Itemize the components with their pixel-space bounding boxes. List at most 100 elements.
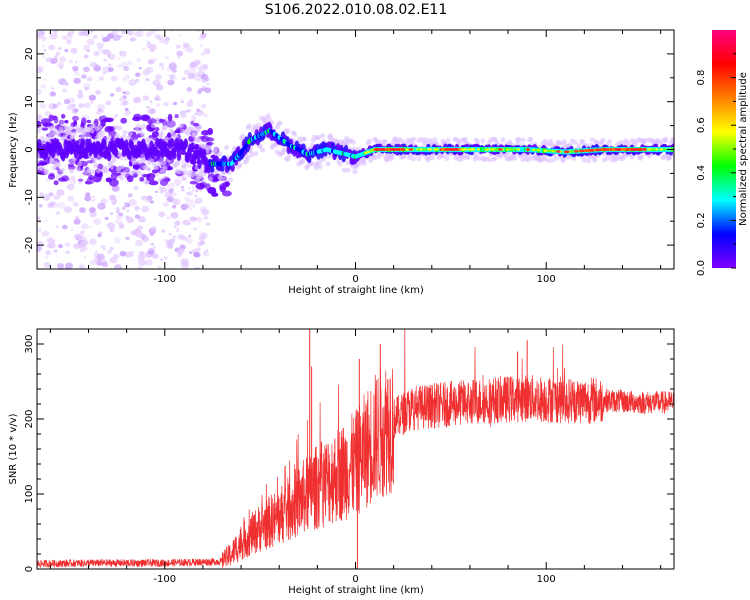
- spectrogram-cell: [88, 174, 94, 181]
- spectrogram-cell: [213, 146, 219, 152]
- spectrogram-cell: [127, 175, 134, 183]
- spectrogram-cell: [325, 161, 331, 167]
- spectrogram-cell: [122, 95, 127, 99]
- spectrogram-cell: [193, 74, 202, 81]
- spectrogram-cell: [467, 148, 471, 151]
- spectrogram-cell: [134, 214, 141, 219]
- colorbar-tick-label: 0.8: [696, 70, 707, 86]
- spectrogram-cell: [218, 176, 224, 182]
- spectrogram-cell: [651, 148, 656, 151]
- spectrogram-cell: [114, 133, 120, 139]
- spectrogram-cell: [101, 48, 109, 55]
- spectrogram-cell: [79, 207, 86, 213]
- spectrogram-cell: [175, 44, 181, 49]
- spectrogram-cell: [66, 183, 75, 191]
- spectrogram-cell: [138, 66, 142, 70]
- spectrogram-cell: [192, 131, 197, 137]
- spectrogram-cell: [162, 125, 168, 130]
- spectrogram-cell: [67, 31, 74, 37]
- spectrogram-cell: [424, 148, 428, 151]
- spectrogram-cell: [121, 30, 127, 35]
- spectrogram-cell: [505, 151, 511, 157]
- spectrogram-cell: [222, 176, 228, 182]
- spectrogram-ylabel: Frequency (Hz): [8, 112, 19, 188]
- spectrogram-cell: [66, 104, 75, 111]
- spectrogram-cell: [260, 147, 266, 153]
- spectrogram-cell: [48, 44, 56, 51]
- spectrogram-cell: [201, 130, 210, 136]
- spectrogram-cell: [82, 44, 90, 51]
- spectrogram-cell: [74, 216, 80, 221]
- spectrogram-cell: [174, 160, 180, 166]
- spectrogram-cell: [90, 169, 96, 175]
- spectrogram-cell: [154, 190, 159, 193]
- spectrogram-cell: [142, 47, 147, 51]
- spectrogram-heatmap: [37, 30, 674, 274]
- spectrogram-cell: [138, 269, 144, 274]
- spectrogram-cell: [75, 61, 78, 64]
- spectrogram-cell: [169, 61, 176, 67]
- y-tick-label: 10: [24, 95, 35, 108]
- spectrogram-cell: [95, 168, 101, 174]
- spectrogram-cell: [39, 135, 45, 141]
- spectrogram-cell: [119, 164, 125, 170]
- spectrogram-cell: [89, 128, 95, 134]
- spectrogram-cell: [152, 253, 159, 259]
- spectrogram-cell: [416, 156, 422, 162]
- spectrogram-cell: [193, 227, 197, 231]
- spectrogram-cell: [300, 158, 306, 164]
- spectrogram-cell: [634, 148, 640, 151]
- spectrogram-cell: [89, 211, 97, 218]
- spectrogram-cell: [208, 176, 214, 182]
- spectrogram-cell: [86, 169, 92, 175]
- spectrogram-cell: [133, 96, 142, 104]
- spectrogram-cell: [93, 50, 100, 57]
- spectrogram-cell: [198, 34, 206, 41]
- spectrogram-cell: [115, 86, 122, 93]
- spectrogram-cell: [170, 211, 179, 219]
- spectrogram-cell: [199, 232, 208, 240]
- spectrogram-cell: [202, 113, 208, 118]
- spectrogram-cell: [513, 148, 517, 151]
- y-tick-label: 200: [24, 409, 35, 428]
- spectrogram-cell: [202, 64, 208, 69]
- spectrogram-cell: [196, 78, 200, 81]
- spectrogram-cell: [197, 66, 203, 72]
- spectrogram-cell: [516, 148, 521, 151]
- spectrogram-cell: [110, 172, 118, 181]
- spectrogram-cell: [428, 148, 432, 151]
- spectrogram-cell: [56, 189, 65, 196]
- spectrogram-cell: [67, 163, 75, 168]
- spectrogram-cell: [169, 137, 175, 148]
- spectrogram-cell: [93, 163, 99, 169]
- spectrogram-cell: [118, 98, 122, 101]
- spectrogram-cell: [79, 244, 88, 252]
- spectrogram-cell: [72, 243, 81, 249]
- spectrogram-cell: [38, 204, 43, 208]
- spectrogram-cell: [560, 157, 566, 163]
- spectrogram-cell: [100, 109, 104, 113]
- spectrogram-cell: [149, 232, 155, 237]
- spectrogram-cell: [463, 137, 468, 142]
- spectrogram-cell: [168, 192, 174, 196]
- spectrogram-cell: [146, 195, 153, 201]
- spectrogram-cell: [83, 54, 89, 59]
- spectrogram-cell: [350, 139, 356, 145]
- spectrogram-cell: [124, 74, 130, 80]
- spectrogram-cell: [135, 78, 139, 82]
- spectrogram-cell: [158, 186, 162, 190]
- figure-title: S106.2022.010.08.02.E11: [265, 2, 448, 18]
- spectrogram-xlabel: Height of straight line (km): [288, 285, 424, 296]
- snr-series: [37, 329, 674, 569]
- spectrogram-cell: [57, 201, 66, 209]
- spectrogram-cell: [115, 210, 121, 214]
- spectrogram-cell: [419, 148, 423, 151]
- spectrogram-cell: [180, 262, 189, 269]
- spectrogram-cell: [62, 134, 68, 140]
- spectrogram-cell: [537, 149, 541, 152]
- spectrogram-cell: [253, 151, 259, 156]
- spectrogram-cell: [70, 47, 78, 54]
- spectrogram-cell: [141, 205, 150, 213]
- spectrogram-cell: [141, 236, 150, 243]
- spectrogram-cell: [120, 61, 128, 68]
